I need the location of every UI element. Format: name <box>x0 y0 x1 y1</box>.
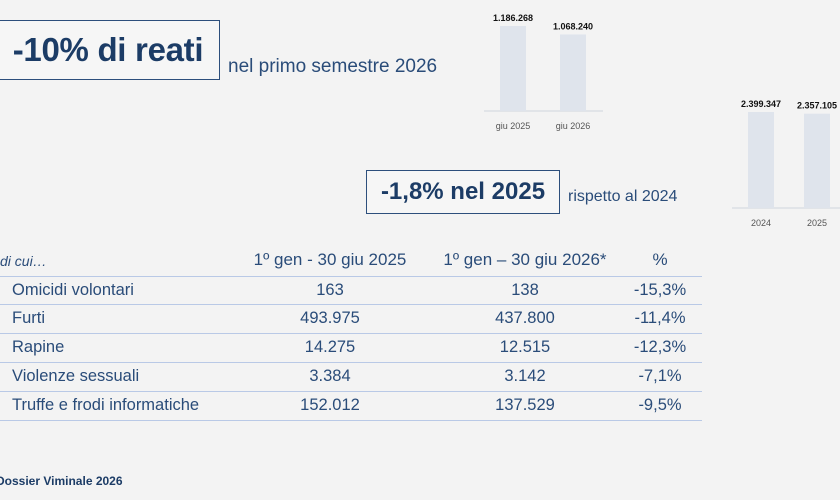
footer-source: Dossier Viminale 2026 <box>0 474 123 488</box>
value-2026: 138 <box>511 281 539 299</box>
bar-value-label: 2.357.105 <box>797 101 837 111</box>
value-2026: 12.515 <box>499 338 551 356</box>
x-tick-label: giu 2025 <box>496 121 531 131</box>
bar-value-label: 1.186.268 <box>493 13 533 23</box>
table-row: Rapine 14.275 12.515 -12,3% <box>0 334 702 363</box>
value-2026: 137.529 <box>495 396 555 414</box>
bar-charts: 1.186.268 giu 2025 1.068.240 giu 2026 2.399… <box>484 13 840 228</box>
value-pct: -7,1% <box>638 367 682 385</box>
crime-name: Violenze sessuali <box>12 367 140 385</box>
value-2025: 152.012 <box>300 396 360 414</box>
crime-name: Furti <box>12 309 45 327</box>
bar <box>748 112 774 208</box>
value-2026: 437.800 <box>495 309 555 327</box>
table-row: Omicidi volontari 163 138 -15,3% <box>0 276 702 305</box>
header-2025: 1º gen - 30 giu 2025 <box>253 250 407 269</box>
value-pct: -11,4% <box>634 309 686 327</box>
table-row: Truffe e frodi informatiche 152.012 137.52… <box>0 392 702 421</box>
table-row: Violenze sessuali 3.384 3.142 -7,1% <box>0 363 702 392</box>
value-pct: -15,3% <box>633 281 687 299</box>
bar <box>500 26 526 111</box>
value-pct: -12,3% <box>633 338 687 356</box>
bar-value-label: 2.399.347 <box>741 99 781 109</box>
bar <box>804 113 830 208</box>
chart-yearly: 2.399.347 2024 2.357.105 2025 <box>732 99 840 228</box>
value-2025: 163 <box>316 281 344 299</box>
secondary-box: -1,8% nel 2025 <box>366 170 560 214</box>
secondary-value: -1,8% nel 2025 <box>380 178 546 205</box>
bar-value-label: 1.068.240 <box>553 21 593 31</box>
chart-semester: 1.186.268 giu 2025 1.068.240 giu 2026 <box>484 13 603 131</box>
crime-name: Omicidi volontari <box>12 281 134 299</box>
header-2026: 1º gen – 30 giu 2026* <box>443 250 607 269</box>
value-pct: -9,5% <box>638 396 682 414</box>
crime-name: Truffe e frodi informatiche <box>12 396 200 414</box>
bar <box>560 34 586 111</box>
table-body: Omicidi volontari 163 138 -15,3% Furti 493.97… <box>0 276 702 421</box>
x-tick-label: giu 2026 <box>556 121 591 131</box>
x-tick-label: 2025 <box>807 218 827 228</box>
value-2025: 493.975 <box>300 309 360 327</box>
headline-subtitle: nel primo semestre 2026 <box>228 56 438 77</box>
value-2026: 3.142 <box>504 367 546 385</box>
crime-table: di cui… 1º gen - 30 giu 2025 1º gen – 30… <box>0 246 702 421</box>
value-2025: 14.275 <box>304 338 356 356</box>
value-2025: 3.384 <box>309 367 351 385</box>
crime-name: Rapine <box>12 338 65 356</box>
secondary-subtitle: rispetto al 2024 <box>568 188 678 205</box>
table-row: Furti 493.975 437.800 -11,4% <box>0 305 702 334</box>
table-header: di cui… 1º gen - 30 giu 2025 1º gen – 30… <box>0 246 702 276</box>
headline-box: -10% di reati <box>0 20 220 80</box>
header-pct: % <box>652 250 668 269</box>
x-tick-label: 2024 <box>751 218 771 228</box>
table-lead: di cui… <box>0 253 47 269</box>
headline-value: -10% di reati <box>12 31 204 68</box>
